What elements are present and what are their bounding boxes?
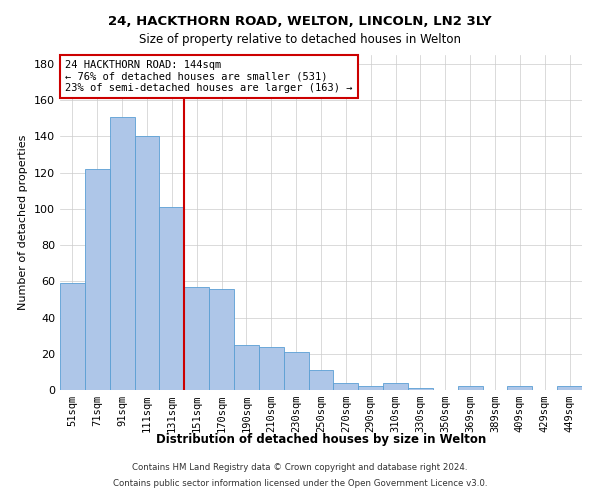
Bar [458, 386, 482, 390]
Bar [358, 386, 383, 390]
Text: 24 HACKTHORN ROAD: 144sqm
← 76% of detached houses are smaller (531)
23% of semi: 24 HACKTHORN ROAD: 144sqm ← 76% of detac… [65, 60, 353, 93]
Bar [110, 116, 134, 390]
Bar [85, 169, 110, 390]
Bar [508, 386, 532, 390]
Bar [209, 288, 234, 390]
Text: 24, HACKTHORN ROAD, WELTON, LINCOLN, LN2 3LY: 24, HACKTHORN ROAD, WELTON, LINCOLN, LN2… [108, 15, 492, 28]
Text: Contains HM Land Registry data © Crown copyright and database right 2024.: Contains HM Land Registry data © Crown c… [132, 464, 468, 472]
Bar [60, 283, 85, 390]
Y-axis label: Number of detached properties: Number of detached properties [19, 135, 28, 310]
Bar [234, 344, 259, 390]
Bar [308, 370, 334, 390]
Bar [259, 346, 284, 390]
Text: Distribution of detached houses by size in Welton: Distribution of detached houses by size … [156, 432, 486, 446]
Bar [284, 352, 308, 390]
Bar [160, 207, 184, 390]
Bar [334, 383, 358, 390]
Bar [383, 383, 408, 390]
Bar [408, 388, 433, 390]
Bar [184, 287, 209, 390]
Text: Contains public sector information licensed under the Open Government Licence v3: Contains public sector information licen… [113, 478, 487, 488]
Text: Size of property relative to detached houses in Welton: Size of property relative to detached ho… [139, 32, 461, 46]
Bar [134, 136, 160, 390]
Bar [557, 386, 582, 390]
